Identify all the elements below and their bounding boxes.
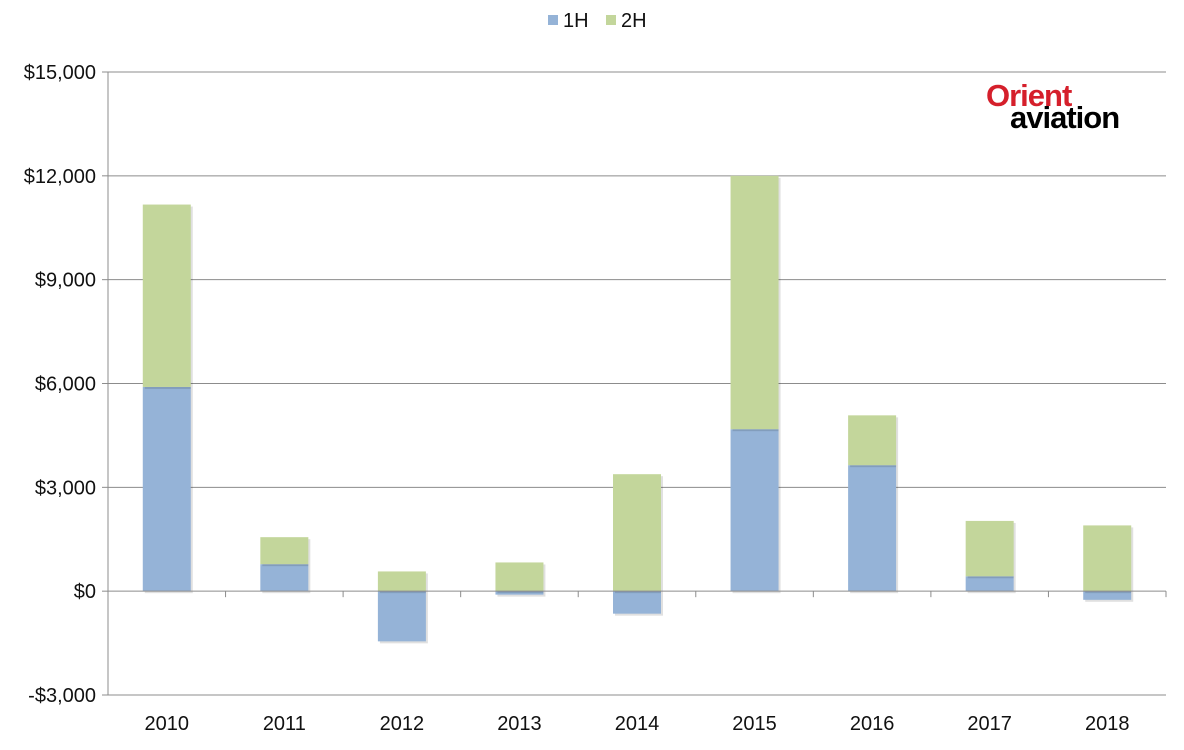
bar-2h-2011 bbox=[260, 537, 309, 565]
bar-2h-2017 bbox=[965, 520, 1014, 577]
bar-2h-2015 bbox=[730, 175, 779, 430]
y-tick-label: $6,000 bbox=[35, 374, 96, 396]
bar-2h-2013 bbox=[495, 562, 544, 592]
bar-1h-2015 bbox=[730, 429, 779, 592]
bar-1h-2010 bbox=[142, 386, 191, 592]
bar-2h-2012 bbox=[377, 571, 426, 592]
bar-1h-2014 bbox=[613, 591, 661, 614]
y-tick-label: $0 bbox=[74, 581, 96, 603]
legend-swatch-2h bbox=[606, 15, 616, 25]
bar-shadow bbox=[497, 593, 546, 597]
bar-2h-2010 bbox=[142, 204, 191, 387]
bar-1h-2013 bbox=[495, 591, 544, 595]
legend: 1H 2H bbox=[548, 10, 647, 32]
orient-aviation-logo: Orient aviation bbox=[980, 78, 1170, 142]
x-tick-label: 2012 bbox=[380, 713, 425, 735]
y-tick-label: $9,000 bbox=[35, 270, 96, 292]
bar-2h-2018 bbox=[1083, 525, 1132, 592]
x-tick-label: 2013 bbox=[497, 713, 542, 735]
y-tick-label: -$3,000 bbox=[28, 685, 96, 707]
legend-swatch-1h bbox=[548, 15, 558, 25]
x-tick-label: 2010 bbox=[145, 713, 190, 735]
legend-label-2h: 2H bbox=[621, 10, 647, 32]
y-tick-label: $12,000 bbox=[24, 166, 96, 188]
bar-1h-2011 bbox=[260, 564, 309, 592]
bar-1h-2012 bbox=[377, 591, 426, 642]
y-tick-label: $3,000 bbox=[35, 477, 96, 499]
x-tick-label: 2014 bbox=[615, 713, 660, 735]
bars-layer bbox=[142, 175, 1134, 644]
x-tick-label: 2011 bbox=[263, 713, 306, 735]
axis-layer: -$3,000 $0 $3,000 $6,000 $9,000 $12,000 $15,00… bbox=[24, 62, 1167, 735]
bar-1h-2018 bbox=[1083, 591, 1132, 600]
x-tick-label: 2015 bbox=[732, 713, 777, 735]
grid-layer bbox=[108, 71, 1166, 696]
y-tick-label: $15,000 bbox=[24, 62, 96, 84]
x-tick-label: 2018 bbox=[1085, 713, 1130, 735]
legend-label-1h: 1H bbox=[563, 10, 589, 32]
logo-text-aviation: aviation bbox=[1010, 100, 1120, 135]
logo-text-orient: Orient bbox=[986, 78, 1072, 113]
bar-2h-2014 bbox=[613, 474, 661, 592]
bar-1h-2017 bbox=[965, 576, 1014, 592]
bar-2h-2016 bbox=[848, 415, 897, 466]
x-tick-label: 2017 bbox=[967, 713, 1012, 735]
bar-1h-2016 bbox=[848, 465, 897, 592]
x-tick-label: 2016 bbox=[850, 713, 895, 735]
